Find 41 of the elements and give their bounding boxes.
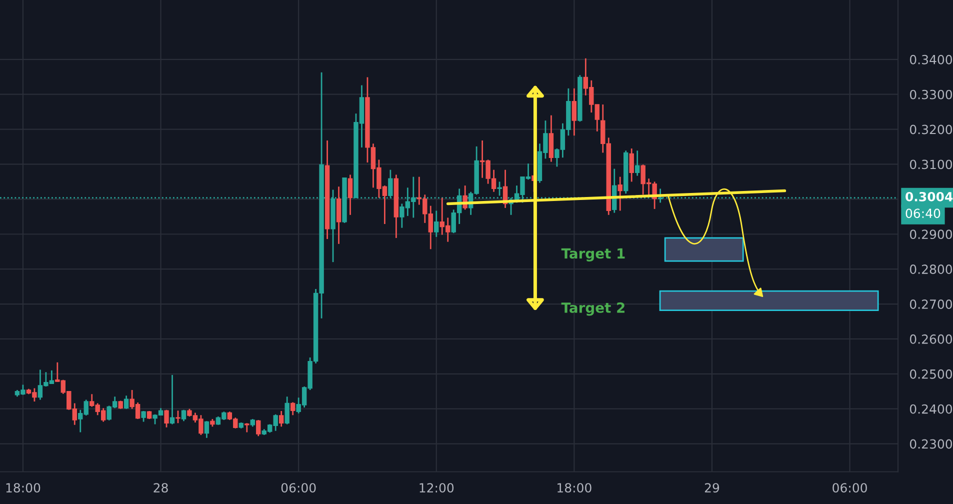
y-tick-label: 0.2900 — [910, 230, 952, 240]
candlestick — [204, 420, 210, 439]
candlestick — [290, 402, 296, 416]
candlestick — [256, 419, 261, 437]
candlestick — [244, 422, 250, 433]
annotation: Target 2 — [561, 302, 624, 316]
y-tick-label: 0.2400 — [910, 404, 952, 414]
y-tick-label: 0.2800 — [910, 264, 952, 274]
candlestick — [572, 88, 577, 136]
y-tick-label: 0.2700 — [910, 299, 952, 309]
x-tick-label: 18:00 — [558, 483, 592, 493]
candlestick — [124, 394, 129, 410]
candlestick — [164, 409, 169, 428]
candlestick — [141, 410, 146, 422]
x-tick-label: 18:00 — [6, 483, 40, 493]
candlestick — [336, 186, 342, 245]
x-tick-label: 06:00 — [832, 483, 867, 493]
candlestick — [618, 176, 622, 212]
candlestick — [629, 148, 634, 182]
y-tick-label: 0.3200 — [910, 124, 952, 134]
text: 06:40 — [906, 208, 940, 218]
candlestick — [176, 410, 180, 424]
candlestick — [348, 174, 353, 216]
candlestick — [634, 150, 640, 176]
y-tick-label: 0.2500 — [910, 369, 952, 379]
candlestick — [278, 410, 284, 428]
y-tick-label: 0.3300 — [910, 90, 952, 100]
annotation: Target 1 — [561, 248, 625, 262]
x-tick-label: 06:00 — [281, 483, 316, 493]
y-tick-label: 0.2300 — [910, 439, 952, 449]
x-tick-label: 28 — [154, 483, 168, 493]
y-tick-label: 0.2600 — [910, 334, 952, 344]
y-tick-label: 0.3100 — [910, 160, 952, 170]
ref-line-label: 0.3004 — [906, 192, 953, 202]
x-tick-label: 12:00 — [420, 483, 454, 493]
candlestick — [284, 396, 290, 425]
candlestick — [497, 181, 502, 196]
y-tick-label: 0.3400 — [910, 54, 952, 64]
candlestick — [434, 210, 439, 238]
x-tick-label: 29 — [704, 483, 720, 493]
candlestick — [170, 374, 175, 425]
